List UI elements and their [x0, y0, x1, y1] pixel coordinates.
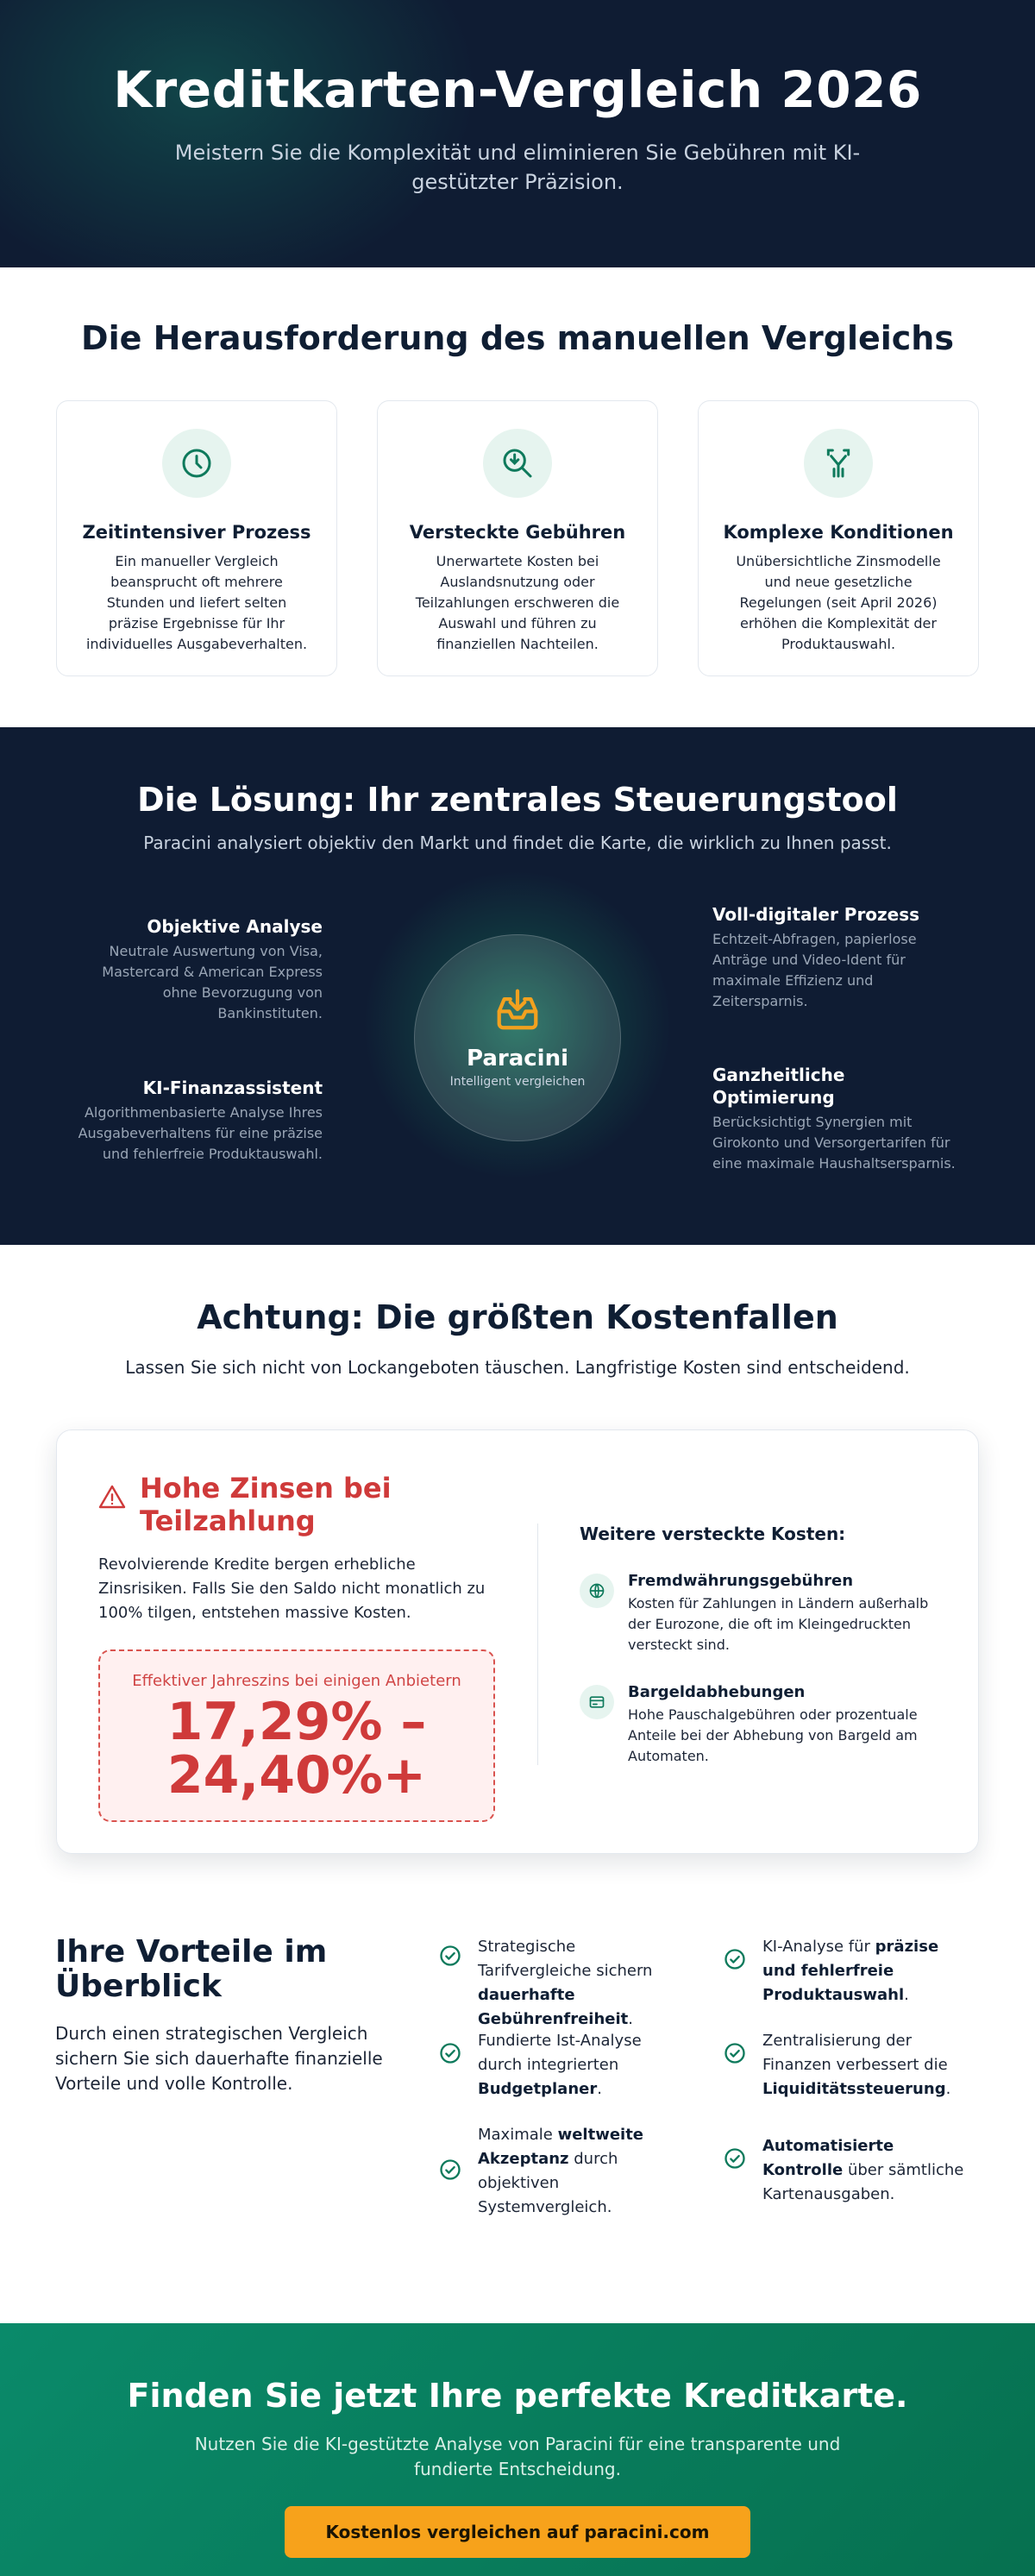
card-title: Zeitintensiver Prozess — [82, 522, 311, 543]
clock-icon — [162, 429, 231, 498]
challenge-card: Zeitintensiver Prozess Ein manueller Ver… — [56, 400, 337, 676]
split-arrows-icon — [804, 429, 873, 498]
solution-subtitle: Paracini analysiert objektiv den Markt u… — [143, 832, 892, 853]
interest-header: Hohe Zinsen bei Teilzahlung — [98, 1472, 495, 1537]
cost-text: Kosten für Zahlungen in Ländern außerhal… — [628, 1595, 929, 1653]
benefit-text: Strategische Tarifvergleiche sichern dau… — [478, 1938, 653, 2028]
feature-ai-assistant: KI-Finanzassistent Algorithmenbasierte A… — [72, 1077, 323, 1165]
feature-text: Algorithmenbasierte Analyse Ihres Ausgab… — [78, 1104, 323, 1162]
benefit-text: Maximale weltweite Akzeptanz durch objek… — [478, 2126, 644, 2216]
check-circle-icon — [438, 1935, 462, 2032]
feature-text: Echtzeit-Abfragen, papierlose Anträge un… — [712, 931, 917, 1009]
hero-section: Kreditkarten-Vergleich 2026 Meistern Sie… — [0, 0, 1035, 267]
benefit-text: Zentralisierung der Finanzen verbessert … — [762, 2032, 951, 2098]
panel-divider — [537, 1524, 538, 1765]
hero-title: Kreditkarten-Vergleich 2026 — [113, 60, 922, 119]
benefits-section: Ihre Vorteile im Überblick Durch einen s… — [0, 1901, 1035, 2323]
feature-text: Neutrale Auswertung von Visa, Mastercard… — [102, 943, 323, 1021]
benefit-text: Fundierte Ist-Analyse durch integrierten… — [478, 2032, 642, 2098]
check-circle-icon — [723, 2134, 747, 2207]
rate-value-line2: 24,40%+ — [166, 1745, 427, 1806]
cost-title: Bargeldabhebungen — [628, 1683, 806, 1701]
compare-button[interactable]: Kostenlos vergleichen auf paracini.com — [285, 2506, 750, 2558]
check-circle-icon — [438, 2029, 462, 2102]
benefit-item: Zentralisierung der Finanzen verbessert … — [723, 2029, 973, 2102]
hidden-cost-item: Bargeldabhebungen Hohe Pauschalgebühren … — [580, 1683, 942, 1767]
benefit-item: KI-Analyse für präzise und fehlerfreie P… — [723, 1935, 973, 2007]
rate-label: Effektiver Jahreszins bei einigen Anbiet… — [132, 1672, 461, 1690]
pitfalls-title: Achtung: Die größten Kostenfallen — [197, 1298, 838, 1336]
rate-value-line1: 17,29% – — [166, 1692, 427, 1752]
pitfalls-lead: Lassen Sie sich nicht von Lockangeboten … — [125, 1357, 910, 1378]
benefit-text: Automatisierte Kontrolle über sämtliche … — [762, 2137, 964, 2203]
benefit-item: Automatisierte Kontrolle über sämtliche … — [723, 2134, 973, 2207]
cost-title: Fremdwährungsgebühren — [628, 1572, 854, 1590]
feature-objective: Objektive Analyse Neutrale Auswertung vo… — [72, 915, 323, 1024]
card-text: Unübersichtliche Zinsmodelle und neue ge… — [736, 553, 941, 652]
benefits-text: Durch einen strategischen Vergleich sich… — [55, 2023, 383, 2094]
hidden-cost-item: Fremdwährungsgebühren Kosten für Zahlung… — [580, 1572, 942, 1656]
cta-section: Finden Sie jetzt Ihre perfekte Kreditkar… — [0, 2323, 1035, 2576]
feature-digital: Voll-digitaler Prozess Echtzeit-Abfragen… — [712, 903, 963, 1012]
solution-section: Die Lösung: Ihr zentrales Steuerungstool… — [0, 727, 1035, 1245]
benefit-item: Fundierte Ist-Analyse durch integrierten… — [438, 2029, 688, 2102]
feature-title: Voll-digitaler Prozess — [712, 904, 920, 925]
feature-title: Objektive Analyse — [147, 916, 323, 937]
check-circle-icon — [723, 1935, 747, 2007]
card-text: Ein manueller Vergleich beansprucht oft … — [85, 553, 308, 652]
card-title: Versteckte Gebühren — [409, 522, 626, 543]
card-icon — [580, 1685, 614, 1719]
cost-panel: Hohe Zinsen bei Teilzahlung Revolvierend… — [56, 1429, 979, 1854]
interest-title: Hohe Zinsen bei Teilzahlung — [140, 1472, 392, 1537]
hero-subtitle: Meistern Sie die Komplexität und elimini… — [174, 141, 861, 194]
benefit-item: Strategische Tarifvergleiche sichern dau… — [438, 1935, 688, 2032]
inbox-download-icon — [415, 987, 620, 1035]
check-circle-icon — [723, 2029, 747, 2102]
challenge-section: Die Herausforderung des manuellen Vergle… — [0, 267, 1035, 727]
cost-text: Hohe Pauschalgebühren oder prozentuale A… — [628, 1706, 918, 1764]
interest-rate-box: Effektiver Jahreszins bei einigen Anbiet… — [98, 1649, 495, 1822]
search-download-icon — [483, 429, 552, 498]
challenge-card: Komplexe Konditionen Unübersichtliche Zi… — [698, 400, 979, 676]
check-circle-icon — [438, 2123, 462, 2220]
feature-title: Ganzheitliche Optimierung — [712, 1065, 845, 1108]
feature-holistic: Ganzheitliche Optimierung Berücksichtigt… — [712, 1064, 971, 1174]
warning-icon — [98, 1484, 126, 1513]
cta-title: Finden Sie jetzt Ihre perfekte Kreditkar… — [127, 2377, 908, 2415]
benefit-text: KI-Analyse für präzise und fehlerfreie P… — [762, 1938, 939, 2004]
benefits-title: Ihre Vorteile im Überblick — [55, 1934, 328, 2004]
card-text: Unerwartete Kosten bei Auslandsnutzung o… — [415, 553, 620, 652]
interest-block: Hohe Zinsen bei Teilzahlung Revolvierend… — [98, 1472, 495, 1822]
challenge-cards: Zeitintensiver Prozess Ein manueller Ver… — [56, 400, 979, 676]
challenge-card: Versteckte Gebühren Unerwartete Kosten b… — [377, 400, 658, 676]
feature-title: KI-Finanzassistent — [142, 1078, 323, 1098]
solution-title: Die Lösung: Ihr zentrales Steuerungstool — [137, 781, 898, 819]
challenge-title: Die Herausforderung des manuellen Vergle… — [81, 319, 954, 357]
feature-text: Berücksichtigt Synergien mit Girokonto u… — [712, 1114, 956, 1172]
hidden-costs-block: Weitere versteckte Kosten: Fremdwährungs… — [580, 1524, 942, 1767]
benefits-intro: Ihre Vorteile im Überblick Durch einen s… — [55, 1935, 400, 2096]
interest-text: Revolvierende Kredite bergen erhebliche … — [98, 1555, 486, 1622]
card-title: Komplexe Konditionen — [723, 522, 954, 543]
cta-text: Nutzen Sie die KI-gestützte Analyse von … — [194, 2434, 841, 2479]
benefit-item: Maximale weltweite Akzeptanz durch objek… — [438, 2123, 688, 2220]
globe-icon — [580, 1574, 614, 1608]
hidden-costs-title: Weitere versteckte Kosten: — [580, 1524, 846, 1544]
pitfalls-section: Achtung: Die größten Kostenfallen Lassen… — [0, 1245, 1035, 1901]
paracini-hub: Paracini Intelligent vergleichen — [414, 934, 621, 1141]
hub-name: Paracini — [466, 1046, 568, 1071]
hub-tagline: Intelligent vergleichen — [449, 1075, 586, 1089]
